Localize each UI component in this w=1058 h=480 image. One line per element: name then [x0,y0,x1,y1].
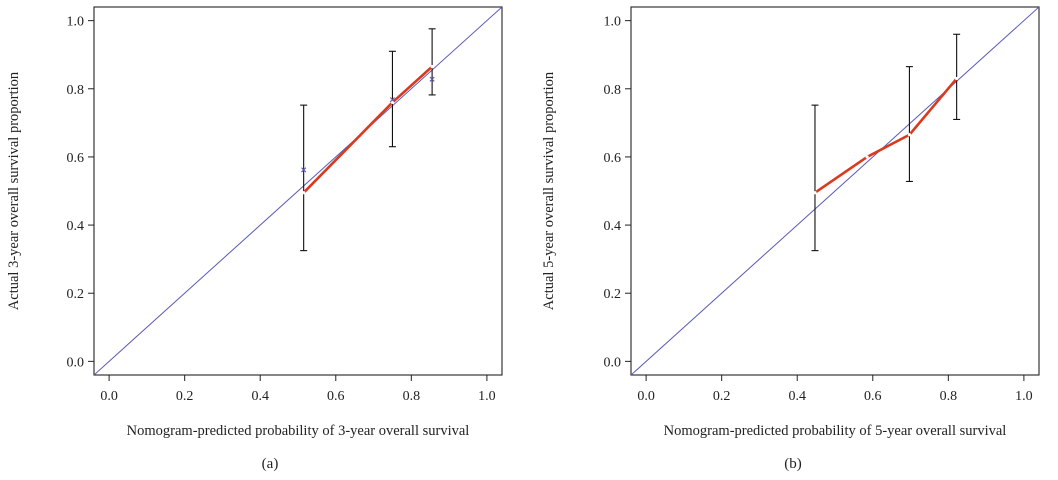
plot-area [631,7,1039,375]
panel-label: (b) [784,456,802,472]
plot-frame [630,6,1040,376]
y-tick-label: 0.6 [604,151,622,166]
y-tick-label: 0.4 [604,219,622,234]
corrected-marker [429,76,435,82]
x-tick-label: 0.8 [403,389,421,404]
x-axis-title: Nomogram-predicted probability of 5-year… [664,423,1007,439]
corrected-marker [301,167,307,173]
y-tick-label: 0.8 [67,83,85,98]
y-tick-label: 0.4 [67,219,85,234]
x-tick-label: 0.2 [713,389,731,404]
reference-line [631,7,1039,375]
calibration-point [813,191,817,195]
x-tick-label: 0.4 [788,389,806,404]
panel-label: (a) [262,456,279,472]
y-axis-title: Actual 3-year overall survival proportio… [6,71,22,310]
y-tick-label: 1.0 [604,15,622,30]
calibration-plot-a: 0.0 0.2 0.4 0.6 0.8 1.0 0.0 0.2 0.4 0.6 0.8 1.0 Nomo… [6,6,503,472]
calibration-point [907,133,912,137]
calibration-point [430,65,434,69]
x-tick-label: 0.2 [176,389,194,404]
x-tick-label: 0.8 [940,389,958,404]
y-tick-label: 0.2 [604,287,622,302]
plot-area [94,7,502,375]
y-tick-label: 0.0 [604,355,622,370]
y-tick-label: 0.2 [67,287,85,302]
chart-a-svg: 0.0 0.2 0.4 0.6 0.8 1.0 0.0 0.2 0.4 0.6 0.8 1.0 Nomo… [6,6,503,472]
calibration-plot-b: 0.0 0.2 0.4 0.6 0.8 1.0 0.0 0.2 0.4 0.6 0.8 1.0 Nomo… [529,0,1058,480]
chart-b-svg: 0.0 0.2 0.4 0.6 0.8 1.0 0.0 0.2 0.4 0.6 0.8 1.0 Nomo… [541,6,1040,472]
y-tick-label: 0.0 [67,355,85,370]
x-axis-title: Nomogram-predicted probability of 3-year… [127,423,470,439]
x-tick-label: 0.0 [637,389,655,404]
calibration-point [302,191,306,195]
x-tick-label: 0.6 [864,389,882,404]
y-axis-title: Actual 5-year overall survival proportio… [541,71,557,310]
x-tick-label: 1.0 [478,389,496,404]
calibration-line [814,77,958,194]
x-tick-label: 1.0 [1015,389,1033,404]
x-tick-label: 0.6 [327,389,345,404]
y-tick-label: 0.6 [67,151,85,166]
reference-line [94,7,502,375]
calibration-point [865,155,869,159]
y-tick-label: 0.8 [604,83,622,98]
calibration-point [390,100,395,105]
x-tick-label: 0.0 [100,389,118,404]
calibration-line [302,65,433,194]
y-tick-label: 1.0 [67,15,85,30]
plot-frame [93,6,503,376]
corrected-marker [389,97,396,103]
x-tick-label: 0.4 [251,389,269,404]
calibration-point [955,76,959,81]
